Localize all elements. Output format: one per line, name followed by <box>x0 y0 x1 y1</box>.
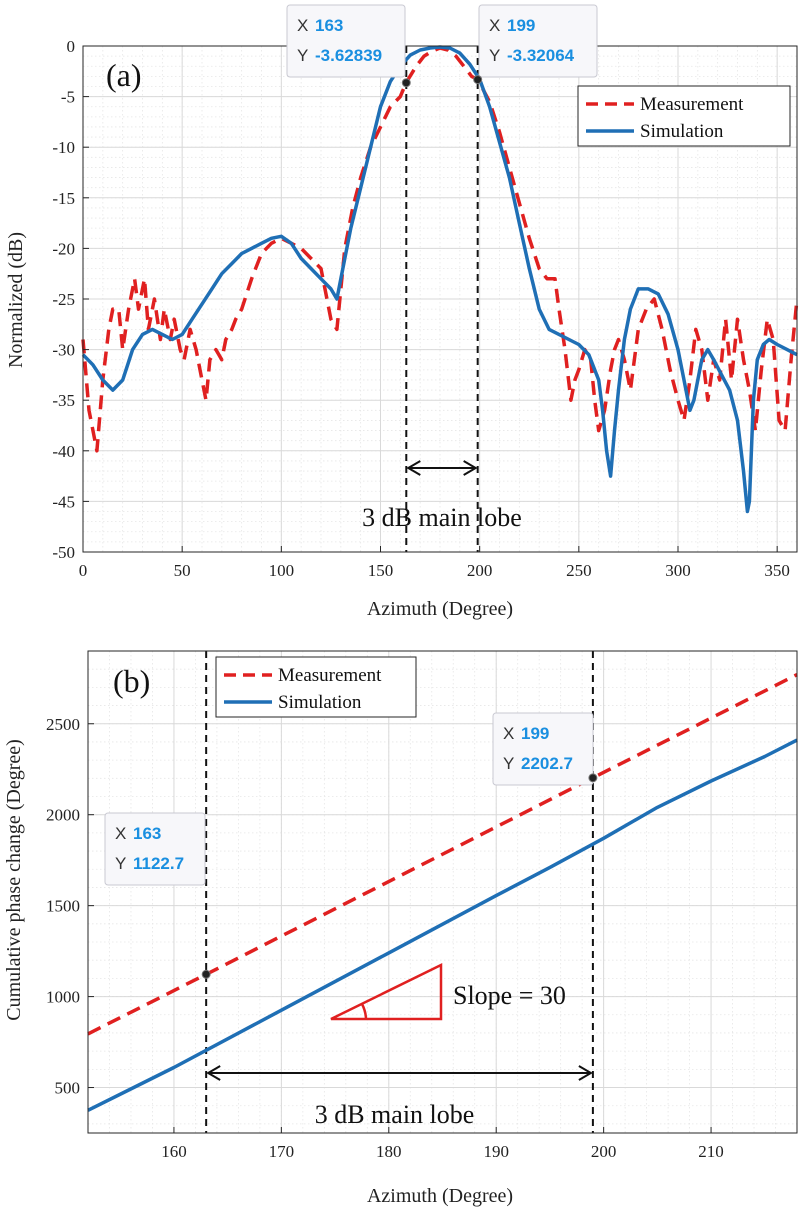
x-tick-label: 350 <box>764 561 790 580</box>
legend-label-measurement: Measurement <box>278 665 382 686</box>
series-simulation-line <box>87 738 798 1112</box>
x-tick-label: 180 <box>376 1142 402 1161</box>
panel-b-axes-box <box>87 650 798 1134</box>
panel-b-tag: (b) <box>113 663 150 699</box>
x-tick-label: 170 <box>269 1142 295 1161</box>
main-lobe-arrow-left-head <box>406 460 421 476</box>
panel-b-vertical-markers <box>205 651 594 1133</box>
datatip-x-value: 163 <box>315 16 343 35</box>
y-tick-label: -40 <box>52 442 75 461</box>
datatip-x-value: 199 <box>521 724 549 743</box>
x-tick-label: 160 <box>161 1142 187 1161</box>
panel-b-y-axis-label: Cumulative phase change (Degree) <box>3 739 25 1021</box>
y-tick-label: 2000 <box>46 806 80 825</box>
datatip-y-key: Y <box>297 46 308 65</box>
panel-b-ticks: 160 170 180 190 200 210 500 1000 1500 2000 2500 <box>46 715 724 1161</box>
series-simulation-line <box>81 45 798 514</box>
datatip-x-key: X <box>115 824 126 843</box>
datatip-box <box>104 812 206 886</box>
x-tick-label: 50 <box>174 561 191 580</box>
datatip-x-value: 199 <box>507 16 535 35</box>
datatip-x-key: X <box>297 16 308 35</box>
x-tick-label: 190 <box>483 1142 509 1161</box>
y-tick-label: -35 <box>52 391 75 410</box>
main-lobe-arrow-left-head <box>206 1065 221 1081</box>
x-tick-label: 300 <box>665 561 691 580</box>
x-tick-label: 200 <box>467 561 493 580</box>
y-tick-label: -5 <box>61 88 75 107</box>
datatip-marker <box>201 969 211 979</box>
x-tick-label: 250 <box>566 561 592 580</box>
panel-a-tag: (a) <box>106 57 142 93</box>
panel-a-series <box>81 45 799 514</box>
main-lobe-label: 3 dB main lobe <box>315 1100 475 1129</box>
datatip-y-key: Y <box>115 854 126 873</box>
panel-b: 160 170 180 190 200 210 500 1000 1500 2000 2500 (b… <box>3 650 798 1207</box>
datatip-x-value: 163 <box>133 824 161 843</box>
y-tick-label: -20 <box>52 239 75 258</box>
datatip-marker <box>401 78 411 88</box>
x-tick-label: 200 <box>591 1142 617 1161</box>
y-tick-label: -10 <box>52 138 75 157</box>
x-tick-label: 0 <box>79 561 88 580</box>
panel-a-vertical-markers <box>405 46 479 552</box>
panel-b-series <box>87 673 798 1112</box>
series-measurement-line <box>87 673 798 1036</box>
slope-angle-arc <box>360 1003 368 1020</box>
legend-label-simulation: Simulation <box>278 692 362 713</box>
datatip-box <box>478 4 598 78</box>
slope-label: Slope = 30 <box>453 981 566 1010</box>
panel-b-legend: Measurement Simulation <box>215 656 417 718</box>
y-tick-label: 1500 <box>46 897 80 916</box>
panel-b-x-axis-label: Azimuth (Degree) <box>367 1185 513 1207</box>
panel-b-annotations: 3 dB main lobe Slope = 30 <box>206 962 593 1129</box>
legend-label-measurement: Measurement <box>640 94 744 115</box>
main-lobe-arrow-right-head <box>463 460 478 476</box>
x-tick-label: 210 <box>698 1142 724 1161</box>
panel-b-datatips: X 163 Y 1122.7 X 199 Y 2202.7 <box>104 712 598 979</box>
x-tick-label: 100 <box>269 561 295 580</box>
legend-box <box>577 85 791 147</box>
datatip-y-key: Y <box>503 754 514 773</box>
y-tick-label: -15 <box>52 189 75 208</box>
panel-a: 0 50 100 150 200 250 300 350 0 -5 -10 -15 -20 -25 -30 -… <box>5 4 799 620</box>
panel-a-datatips: X 163 Y -3.62839 X 199 Y -3.32064 <box>286 4 598 88</box>
y-tick-label: 500 <box>55 1079 81 1098</box>
slope-triangle <box>330 962 443 1021</box>
datatip-y-value: 2202.7 <box>521 754 573 773</box>
datatip-marker <box>588 773 598 783</box>
datatip-y-value: -3.62839 <box>315 46 382 65</box>
main-lobe-arrow-right-head <box>578 1065 593 1081</box>
y-tick-label: -45 <box>52 492 75 511</box>
panel-a-legend: Measurement Simulation <box>577 85 791 147</box>
datatip-y-key: Y <box>489 46 500 65</box>
legend-box <box>215 656 417 718</box>
datatip-y-value: 1122.7 <box>133 854 184 873</box>
datatip-x-key: X <box>489 16 500 35</box>
x-tick-label: 150 <box>368 561 394 580</box>
y-tick-label: -30 <box>52 341 75 360</box>
datatip-y-value: -3.32064 <box>507 46 575 65</box>
y-tick-label: -25 <box>52 290 75 309</box>
y-tick-label: 1000 <box>46 988 80 1007</box>
series-measurement-line <box>81 46 799 453</box>
panel-a-ticks: 0 50 100 150 200 250 300 350 0 -5 -10 -15 -20 -25 -30 -… <box>52 37 790 580</box>
main-lobe-label: 3 dB main lobe <box>362 503 522 532</box>
panel-a-x-axis-label: Azimuth (Degree) <box>367 598 513 620</box>
legend-label-simulation: Simulation <box>640 121 724 142</box>
datatip-x-key: X <box>503 724 514 743</box>
y-tick-label: 0 <box>67 37 76 56</box>
panel-a-grid <box>82 45 798 553</box>
panel-a-y-axis-label: Normalized (dB) <box>5 232 27 368</box>
datatip-box <box>286 4 406 78</box>
datatip-box <box>492 712 594 786</box>
datatip-marker <box>473 75 483 85</box>
y-tick-label: 2500 <box>46 715 80 734</box>
panel-a-main-lobe-annotation: 3 dB main lobe <box>362 460 522 532</box>
y-tick-label: -50 <box>52 543 75 562</box>
